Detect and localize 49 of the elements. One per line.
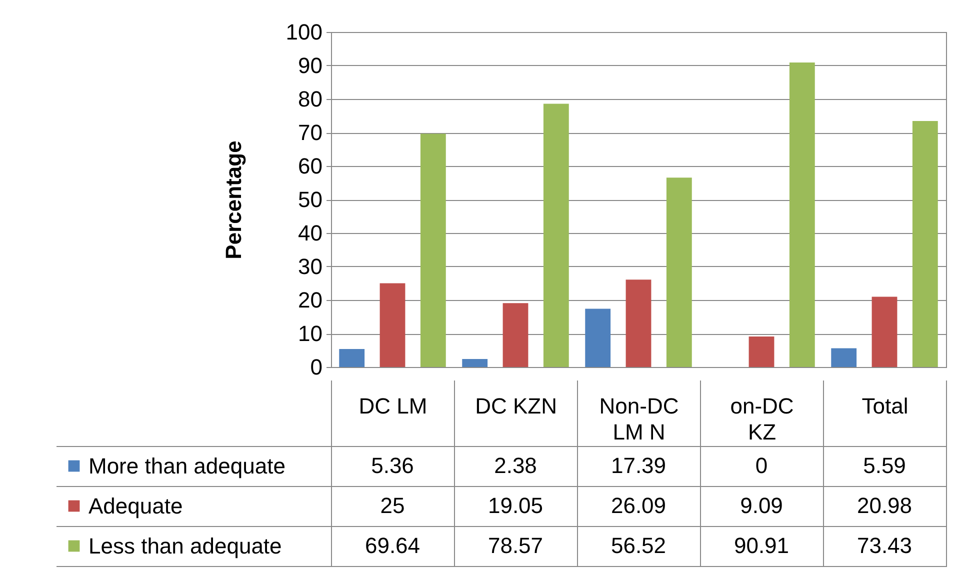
bar [380, 283, 406, 367]
bar [502, 303, 528, 367]
data-label: 73.43 [856, 533, 912, 558]
y-tick-label: 40 [298, 220, 322, 246]
y-tick-label: 10 [298, 321, 322, 346]
bar [872, 296, 898, 367]
y-tick-label: 0 [310, 354, 322, 380]
data-label: 78.57 [488, 533, 544, 558]
y-tick-label: 60 [298, 154, 322, 178]
y-tick-label: 20 [298, 288, 322, 312]
legend-label: Less than adequate [88, 534, 282, 558]
x-tick-label: DC LM [358, 394, 428, 418]
bar [748, 336, 774, 367]
y-axis-title: Percentage [220, 140, 246, 260]
y-tick-label: 50 [298, 187, 322, 212]
legend-label: Adequate [88, 494, 183, 518]
x-tick-label: Total [862, 394, 908, 418]
data-label: 20.98 [856, 493, 912, 518]
y-tick-label: 30 [298, 254, 322, 279]
data-label: 0 [755, 453, 768, 478]
data-label: 9.09 [740, 493, 783, 518]
y-tick-label: 70 [298, 120, 322, 145]
data-label: 25 [380, 493, 405, 518]
data-label: 5.59 [863, 453, 906, 478]
data-label: 5.36 [371, 453, 414, 478]
bar [831, 348, 857, 367]
bar [462, 359, 488, 367]
data-label: 56.52 [610, 533, 666, 558]
data-label: 19.05 [488, 493, 544, 518]
x-tick-label: DC KZN [475, 394, 557, 418]
data-label: 90.91 [734, 533, 790, 558]
x-tick-label: Non-DC LM N [599, 394, 679, 444]
y-tick-label: 100 [286, 20, 322, 44]
x-tick-label: on-DC KZ [730, 394, 794, 444]
legend-label: More than adequate [88, 454, 286, 478]
bar [626, 280, 652, 367]
bar [666, 178, 692, 367]
bar [420, 134, 446, 367]
data-label: 26.09 [610, 493, 666, 518]
bar [339, 349, 365, 367]
data-label: 17.39 [610, 453, 666, 478]
y-tick-label: 90 [298, 53, 322, 78]
data-label: 69.64 [364, 533, 420, 558]
y-tick-label: 80 [298, 86, 322, 112]
bar [585, 308, 611, 367]
bar [543, 104, 569, 367]
data-label: 2.38 [494, 453, 537, 478]
bar [789, 62, 815, 367]
bar [912, 121, 938, 367]
